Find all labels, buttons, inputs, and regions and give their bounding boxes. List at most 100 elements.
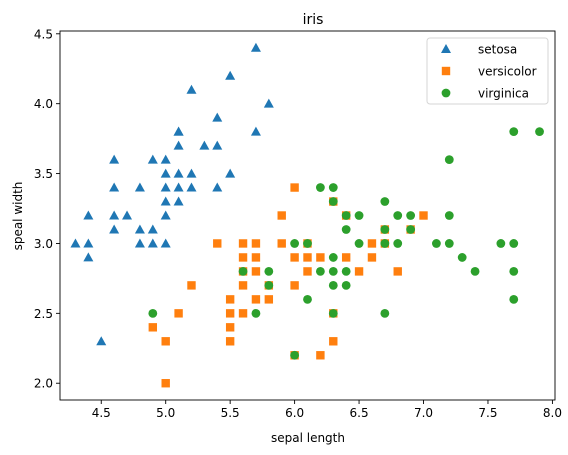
- point-setosa-14: [147, 224, 158, 234]
- plot-frame: [59, 30, 556, 401]
- point-versicolor-20: [264, 295, 274, 304]
- legend-label-virginica: virginica: [478, 87, 529, 101]
- chart-title: iris: [303, 12, 324, 28]
- point-versicolor-7: [225, 323, 235, 332]
- point-setosa-33: [212, 140, 223, 150]
- point-virginica-22: [354, 211, 364, 220]
- point-setosa-27: [173, 126, 184, 136]
- point-virginica-35: [457, 253, 467, 262]
- point-versicolor-10: [238, 253, 248, 262]
- point-setosa-25: [173, 196, 184, 206]
- point-setosa-22: [173, 168, 184, 178]
- point-versicolor-3: [174, 309, 183, 318]
- x-tick-label: 5.5: [221, 406, 240, 420]
- point-setosa-9: [122, 210, 133, 220]
- point-setosa-28: [186, 168, 197, 178]
- point-versicolor-5: [213, 239, 222, 248]
- point-virginica-42: [535, 127, 544, 137]
- x-tick-label: 8.0: [543, 406, 562, 420]
- point-setosa-32: [212, 112, 223, 122]
- point-versicolor-34: [329, 337, 338, 346]
- point-versicolor-9: [225, 295, 235, 304]
- point-virginica-26: [380, 239, 390, 248]
- point-virginica-6: [290, 239, 300, 248]
- legend-label-versicolor: versicolor: [478, 65, 537, 79]
- point-virginica-41: [509, 239, 519, 248]
- point-versicolor-26: [290, 183, 299, 192]
- point-virginica-13: [328, 267, 338, 276]
- point-virginica-4: [264, 267, 274, 276]
- point-setosa-20: [160, 196, 171, 206]
- point-setosa-1: [83, 238, 94, 248]
- point-setosa-4: [96, 336, 107, 346]
- legend-marker-setosa: [441, 44, 451, 53]
- point-versicolor-11: [238, 239, 248, 248]
- point-virginica-5: [290, 350, 300, 360]
- point-virginica-2: [251, 308, 261, 318]
- point-setosa-13: [147, 238, 158, 248]
- point-setosa-11: [134, 238, 145, 248]
- point-versicolor-42: [393, 267, 402, 276]
- point-virginica-33: [444, 211, 454, 220]
- point-virginica-3: [264, 280, 274, 290]
- x-tick-label: 6.0: [285, 406, 304, 420]
- point-setosa-17: [160, 182, 171, 192]
- point-setosa-29: [186, 182, 197, 192]
- point-setosa-10: [134, 182, 145, 192]
- point-versicolor-0: [148, 323, 158, 332]
- x-axis-label: sepal length: [271, 431, 345, 445]
- point-virginica-16: [328, 183, 338, 192]
- x-tick-label: 7.5: [478, 406, 497, 420]
- legend-marker-virginica: [441, 88, 451, 98]
- point-virginica-12: [328, 253, 338, 262]
- point-virginica-10: [315, 267, 325, 276]
- point-setosa-0: [70, 238, 81, 248]
- point-versicolor-2: [161, 337, 170, 346]
- point-setosa-18: [160, 238, 171, 248]
- point-setosa-5: [109, 224, 120, 234]
- point-versicolor-12: [238, 309, 248, 318]
- legend-marker-versicolor: [441, 66, 451, 76]
- point-virginica-0: [148, 308, 158, 318]
- point-virginica-31: [432, 239, 441, 248]
- point-versicolor-21: [277, 239, 286, 248]
- legend-box: [426, 37, 549, 105]
- point-setosa-39: [263, 98, 274, 108]
- y-tick-label: 4.5: [34, 27, 53, 41]
- point-versicolor-36: [341, 253, 351, 262]
- point-setosa-38: [250, 126, 261, 136]
- point-virginica-9: [315, 183, 325, 192]
- point-virginica-7: [303, 239, 312, 248]
- point-setosa-21: [160, 210, 171, 220]
- point-versicolor-38: [367, 253, 377, 262]
- point-setosa-34: [212, 182, 223, 192]
- point-virginica-34: [444, 239, 454, 248]
- point-versicolor-25: [290, 281, 299, 290]
- point-setosa-3: [83, 252, 94, 262]
- point-versicolor-4: [187, 281, 196, 290]
- y-tick-label: 3.5: [34, 167, 53, 181]
- point-virginica-21: [354, 239, 364, 248]
- point-virginica-38: [509, 127, 519, 137]
- point-setosa-31: [199, 140, 210, 150]
- point-virginica-27: [393, 239, 403, 248]
- point-setosa-30: [186, 84, 197, 94]
- x-axis: 4.5 5.0 5.5 6.0 6.5 7.0 7.5 8.0: [92, 400, 562, 420]
- y-axis-label: speal width: [11, 182, 25, 251]
- point-virginica-14: [328, 280, 338, 290]
- point-versicolor-22: [277, 211, 286, 220]
- point-virginica-40: [509, 267, 519, 276]
- point-setosa-12: [134, 224, 145, 234]
- x-tick-label: 4.5: [92, 406, 111, 420]
- point-virginica-29: [406, 225, 416, 234]
- x-tick-label: 6.5: [350, 406, 369, 420]
- point-virginica-20: [341, 225, 351, 234]
- y-tick-label: 3.0: [34, 237, 53, 251]
- point-setosa-24: [173, 140, 184, 150]
- point-virginica-11: [328, 197, 338, 206]
- point-versicolor-1: [161, 379, 170, 388]
- point-versicolor-15: [251, 267, 261, 276]
- point-setosa-6: [109, 182, 120, 192]
- point-virginica-24: [380, 197, 390, 206]
